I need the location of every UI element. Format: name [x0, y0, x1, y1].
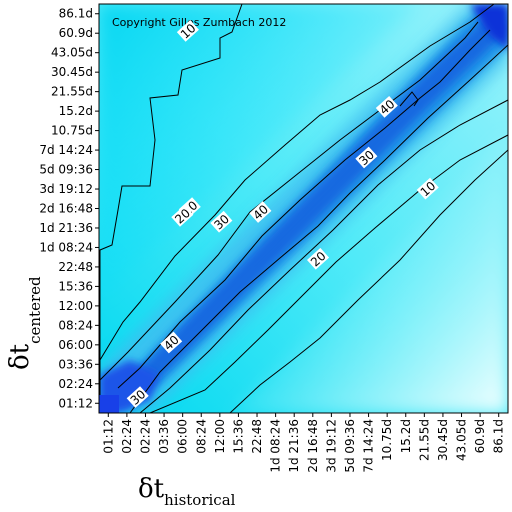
y-tick-label: 03:36 — [58, 357, 93, 371]
y-tick-label: 1d 08:24 — [39, 240, 93, 254]
x-tick-label: 1d 08:24 — [269, 419, 283, 473]
copyright-text: Copyright Gilles Zumbach 2012 — [112, 16, 286, 29]
contour-label-background — [416, 177, 439, 200]
x-tick-label: 15:36 — [231, 419, 245, 454]
x-tick-label: 2d 16:48 — [306, 419, 320, 473]
y-tick-label: 86.1d — [59, 7, 93, 21]
svg-text:δthistorical: δthistorical — [138, 474, 236, 509]
heatmap-high-corner-peak — [470, 4, 508, 50]
heatmap-origin-cell — [99, 395, 119, 413]
contour-label-background — [307, 247, 330, 270]
y-tick-label: 12:00 — [58, 299, 93, 313]
y-tick-label: 5d 09:36 — [39, 163, 93, 177]
y-tick-label: 1d 21:36 — [39, 221, 93, 235]
contour-line-peak-notch — [399, 91, 419, 107]
contour-lines — [99, 4, 508, 413]
contour-line-30-lower — [139, 99, 508, 413]
x-axis-title-symbol: δt — [138, 474, 165, 504]
heatmap-upper-left-region — [99, 4, 420, 300]
x-tick-label: 15.2d — [399, 419, 413, 453]
contour-label-background — [160, 331, 183, 354]
x-tick-label: 1d 21:36 — [287, 419, 301, 473]
x-tick-label: 5d 09:36 — [343, 419, 357, 473]
contour-line-40-lower — [129, 44, 508, 413]
y-tick-label: 06:00 — [58, 338, 93, 352]
x-tick-label: 01:12 — [101, 419, 115, 454]
contour-line-30-upper — [99, 21, 479, 381]
contour-label-background — [249, 201, 272, 223]
x-tick-label: 02:24 — [138, 419, 152, 454]
x-tick-label: 06:00 — [176, 419, 190, 454]
y-tick-label: 43.05d — [51, 46, 93, 60]
contour-label-background — [176, 20, 199, 42]
y-axis-ticks: 01:12 02:24 03:36 06:00 08:24 12:00 15:36 22:48… — [39, 7, 99, 410]
x-axis-ticks: 01:12 02:24 02:24 03:36 06:00 08:24 12:00 15:36… — [101, 413, 506, 473]
contour-label-background — [171, 205, 194, 227]
y-tick-label: 10.75d — [51, 124, 93, 138]
contour-line-20-upper — [99, 4, 495, 361]
svg-text:δtcentered: δtcentered — [5, 276, 44, 370]
contour-line-20-lower — [149, 134, 508, 413]
y-tick-label: 02:24 — [58, 377, 93, 391]
x-tick-label: 43.05d — [455, 419, 469, 461]
x-tick-label: 10.75d — [380, 419, 394, 461]
contour-label-background — [210, 210, 233, 233]
x-tick-label: 02:24 — [120, 419, 134, 454]
y-axis-title: δtcentered — [5, 276, 44, 370]
y-tick-label: 21.55d — [51, 85, 93, 99]
x-tick-label: 03:36 — [157, 419, 171, 454]
x-tick-label: 7d 14:24 — [362, 419, 376, 473]
contour-label-background — [126, 386, 149, 408]
x-tick-label: 86.1d — [492, 419, 506, 453]
y-tick-label: 01:12 — [58, 396, 93, 410]
y-tick-label: 15.2d — [59, 104, 93, 118]
contour-line-10-lower — [229, 149, 508, 413]
plot-area — [99, 4, 508, 413]
contour-label-background — [375, 95, 398, 118]
y-tick-label: 7d 14:24 — [39, 143, 93, 157]
x-tick-label: 21.55d — [417, 419, 431, 461]
x-tick-label: 30.45d — [436, 419, 450, 461]
contour-label-background — [355, 146, 378, 169]
contour-line-10-upper — [99, 4, 243, 395]
x-tick-label: 22:48 — [250, 419, 264, 454]
contour-line-40-upper — [117, 29, 491, 389]
x-tick-label: 60.9d — [473, 419, 487, 453]
y-tick-label: 60.9d — [59, 26, 93, 40]
y-tick-label: 08:24 — [58, 318, 93, 332]
y-axis-title-subscript: centered — [26, 276, 44, 344]
x-tick-label: 3d 19:12 — [324, 419, 338, 473]
heatmap-lower-right-region — [230, 130, 508, 413]
x-tick-label: 08:24 — [194, 419, 208, 454]
y-tick-label: 30.45d — [51, 65, 93, 79]
y-tick-label: 22:48 — [58, 260, 93, 274]
x-tick-label: 12:00 — [213, 419, 227, 454]
heatmap-diagonal-band-inner — [118, 10, 508, 398]
x-axis-title-subscript: historical — [164, 491, 236, 509]
x-axis-title: δthistorical — [138, 474, 236, 509]
y-axis-title-symbol: δt — [5, 343, 35, 370]
y-tick-label: 2d 16:48 — [39, 202, 93, 216]
y-tick-label: 3d 19:12 — [39, 182, 93, 196]
y-tick-label: 15:36 — [58, 279, 93, 293]
